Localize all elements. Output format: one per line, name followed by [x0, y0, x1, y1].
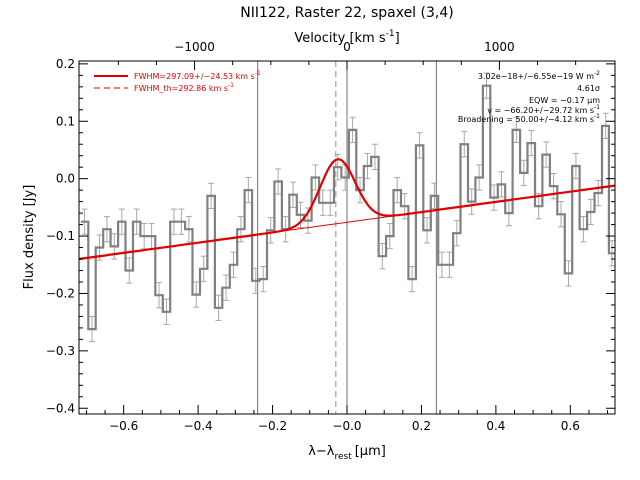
top-tick-label: 0: [343, 40, 351, 54]
top-tick-label: −1000: [174, 40, 215, 54]
annotation-velocity-text: v = −66.20+/−29.72 km s: [487, 106, 594, 115]
annotation-flux-text: 3.02e−18+/−6.55e−19 W m: [478, 72, 594, 81]
top-axis-label-text: Velocity [km s: [294, 31, 386, 46]
legend-entry-1-text: FWHM=297.09+/−24.53 km s: [134, 72, 255, 81]
x-axis-label-text: λ−λ: [308, 444, 335, 459]
top-axis-label-end: ]: [395, 31, 400, 46]
y-tick-label: −0.3: [46, 344, 75, 358]
x-tick-label: −0.0: [332, 419, 361, 433]
y-tick-label: −0.4: [46, 401, 75, 415]
legend-entry-1-sup: -1: [255, 70, 261, 77]
y-tick-label: −0.2: [46, 286, 75, 300]
annotation-flux-sup: -2: [594, 70, 600, 77]
annotation-broadening: Broadening = 50.00+/−4.12 km s-1: [458, 113, 600, 124]
annotation-eqw: EQW = −0.17 μm: [529, 96, 600, 105]
fit-annotations: 3.02e−18+/−6.55e−19 W m-2 4.61σ EQW = −0…: [458, 70, 600, 124]
annotation-velocity-sup: -1: [594, 104, 600, 111]
fit-series: [78, 158, 616, 261]
top-axis-label-sup: -1: [386, 29, 395, 39]
x-tick-label: −0.6: [109, 419, 138, 433]
x-axis-label-sub: rest: [334, 452, 352, 462]
legend-entry-1: FWHM=297.09+/−24.53 km s-1: [134, 70, 261, 81]
y-tick-label: −0.1: [46, 229, 75, 243]
annotation-sigma: 4.61σ: [577, 84, 600, 93]
fit-continuum-left: [78, 233, 258, 261]
annotation-flux: 3.02e−18+/−6.55e−19 W m-2: [478, 70, 600, 81]
x-axis-label: λ−λrest [μm]: [308, 444, 386, 462]
fit-gaussian-line: [257, 158, 437, 236]
x-tick-label: −0.4: [184, 419, 213, 433]
y-tick-label: 0.2: [56, 57, 75, 71]
x-tick-label: 0.4: [486, 419, 505, 433]
fit-continuum-right: [436, 184, 616, 212]
y-tick-label: 0.0: [56, 172, 75, 186]
axis-ticks: −0.6 −0.4 −0.2 −0.0 0.2 0.4 0.6 −0.4 −0.3 −0.2 −0.…: [46, 40, 615, 433]
annotation-broadening-text: Broadening = 50.00+/−4.12 km s: [458, 115, 594, 124]
x-axis-label-unit: [μm]: [355, 444, 386, 459]
spectrum-line: [80, 84, 615, 331]
legend-entry-2-sup: -1: [228, 82, 234, 89]
y-tick-label: 0.1: [56, 114, 75, 128]
x-tick-label: 0.6: [561, 419, 580, 433]
annotation-velocity: v = −66.20+/−29.72 km s-1: [487, 104, 600, 115]
spectrum-series: [80, 84, 615, 331]
top-tick-label: 1000: [484, 40, 515, 54]
chart-title: NII122, Raster 22, spaxel (3,4): [240, 5, 453, 21]
x-tick-label: 0.2: [412, 419, 431, 433]
annotation-broadening-sup: -1: [594, 113, 600, 120]
legend-entry-2-text: FWHM_th=292.86 km s: [134, 84, 228, 93]
legend-entry-2: FWHM_th=292.86 km s-1: [134, 82, 234, 93]
legend: FWHM=297.09+/−24.53 km s-1 FWHM_th=292.8…: [94, 70, 261, 93]
reference-lines: [257, 61, 437, 414]
x-tick-label: −0.2: [258, 419, 287, 433]
y-axis-label: Flux density [Jy]: [22, 185, 37, 290]
top-axis-label: Velocity [km s-1]: [294, 29, 399, 46]
